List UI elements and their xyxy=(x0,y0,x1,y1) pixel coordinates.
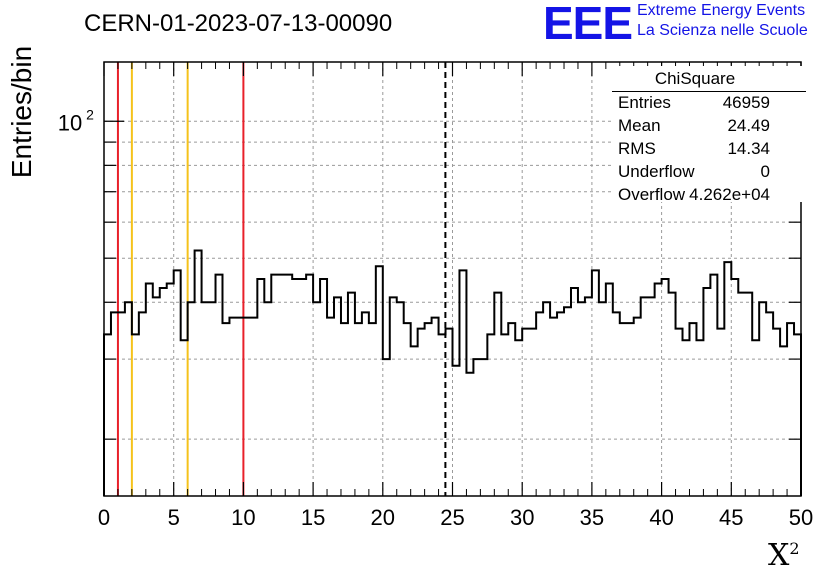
x-tick-label: 25 xyxy=(440,505,464,530)
stats-key: Mean xyxy=(618,116,661,135)
x-tick-label: 50 xyxy=(789,505,813,530)
x-tick-label: 5 xyxy=(168,505,180,530)
x-axis-label-exponent: 2 xyxy=(789,539,800,558)
stats-box: ChiSquare Entries 46959 Mean 24.49 RMS 14.3… xyxy=(612,66,806,204)
stats-divider xyxy=(612,91,806,92)
x-tick-label: 45 xyxy=(719,505,743,530)
y-axis-label: Entries/bin xyxy=(6,45,37,179)
chart-title: CERN-01-2023-07-13-00090 xyxy=(84,10,393,37)
stats-key: Entries xyxy=(618,93,671,112)
stats-key: Overflow xyxy=(618,185,686,204)
histogram-series xyxy=(103,249,802,496)
stats-row-underflow: Underflow 0 xyxy=(618,162,770,184)
x-axis-label-base: X xyxy=(768,538,790,573)
stats-title: ChiSquare xyxy=(654,69,736,88)
stats-row-overflow: Overflow 4.262e+04 xyxy=(618,185,770,207)
logo-caption-line1: Extreme Energy Events xyxy=(637,2,806,19)
stats-key: Underflow xyxy=(618,162,695,181)
stats-row-entries: Entries 46959 xyxy=(618,93,770,115)
stats-value: 0 xyxy=(760,162,770,181)
x-axis-label: X2 xyxy=(768,538,800,573)
x-tick-label: 20 xyxy=(371,505,395,530)
stats-row-mean: Mean 24.49 xyxy=(618,116,770,138)
stats-key: RMS xyxy=(618,139,656,158)
stats-row-rms: RMS 14.34 xyxy=(618,139,770,161)
stats-value: 4.262e+04 xyxy=(689,185,770,204)
stats-value: 24.49 xyxy=(727,116,770,135)
y-tick-label-exponent: 2 xyxy=(86,106,94,122)
x-tick-label: 0 xyxy=(98,505,110,530)
marker-lines-layer xyxy=(116,62,447,496)
x-tick-label: 10 xyxy=(231,505,255,530)
eee-logo: EEE xyxy=(543,0,633,49)
stats-value: 46959 xyxy=(722,93,770,112)
logo-caption-line2: La Scienza nelle Scuole xyxy=(637,22,808,39)
x-tick-label: 40 xyxy=(649,505,673,530)
x-tick-label: 30 xyxy=(510,505,534,530)
x-tick-label: 35 xyxy=(580,505,604,530)
stats-value: 14.34 xyxy=(727,139,770,158)
y-tick-label-base: 10 xyxy=(58,110,82,135)
x-tick-label: 15 xyxy=(301,505,325,530)
